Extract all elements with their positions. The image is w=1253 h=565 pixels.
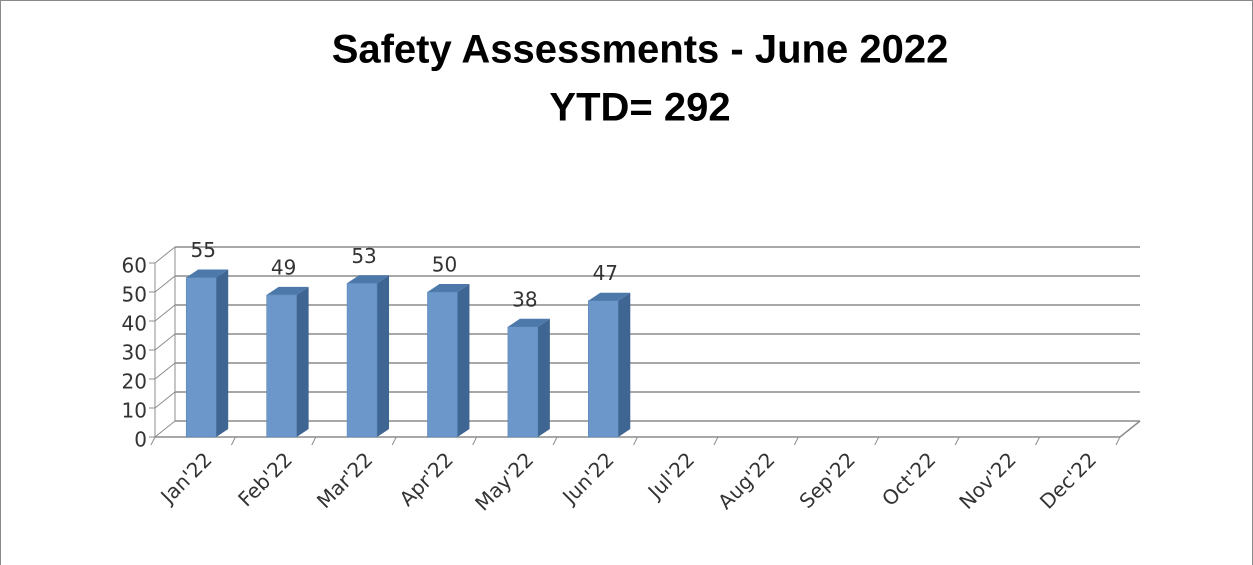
chart-subtitle: YTD= 292	[549, 86, 730, 130]
x-tick-label: Mar'22	[312, 447, 378, 513]
bar-top	[266, 286, 309, 295]
bar-front	[266, 294, 297, 438]
x-tick	[230, 436, 236, 446]
bar-top	[347, 275, 390, 284]
data-label: 55	[190, 238, 215, 262]
bar-top	[427, 284, 470, 292]
x-tick	[954, 436, 960, 446]
x-tick	[311, 436, 317, 446]
y-tick-label: 60	[122, 254, 147, 278]
bar	[588, 292, 631, 438]
grid-line-side	[154, 362, 176, 380]
bar-side	[457, 284, 470, 437]
bar-top	[507, 318, 550, 327]
grid-line-side	[154, 304, 176, 322]
x-tick	[874, 436, 880, 446]
bar	[346, 275, 390, 438]
x-tick-label: Apr'22	[395, 447, 458, 510]
bar	[266, 286, 309, 438]
x-tick-label: May'22	[470, 447, 538, 515]
grid-line-side	[154, 246, 176, 264]
y-tick-label: 40	[122, 312, 147, 336]
floor-edge	[1119, 420, 1141, 438]
bar-front	[507, 326, 539, 438]
grid-line-side	[154, 275, 176, 293]
bar-front	[185, 277, 217, 438]
data-label: 49	[271, 255, 296, 279]
bar-top	[588, 292, 631, 301]
bar-top	[186, 269, 229, 278]
bar-front	[346, 283, 378, 438]
x-tick-label: Feb'22	[233, 447, 297, 511]
x-tick-label: Dec'22	[1035, 447, 1101, 513]
x-tick-label: Jul'22	[642, 447, 699, 504]
y-tick-label: 20	[122, 370, 147, 394]
x-tick-label: Oct'22	[877, 447, 940, 510]
x-tick	[552, 436, 558, 446]
grid-line-side	[154, 420, 176, 438]
data-label: 47	[593, 261, 618, 285]
x-tick	[793, 436, 799, 446]
x-tick	[713, 436, 719, 446]
grid-line-side	[154, 333, 176, 351]
data-label: 38	[512, 287, 537, 311]
data-label: 50	[432, 253, 457, 277]
x-tick-label: Jun'22	[556, 447, 618, 509]
x-tick	[391, 436, 397, 446]
bar-front	[588, 300, 619, 438]
bar-side	[216, 269, 229, 437]
x-tick-label: Nov'22	[954, 447, 1020, 513]
x-tick	[1115, 436, 1121, 446]
x-tick-label: Aug'22	[713, 447, 779, 513]
y-tick-label: 30	[122, 341, 147, 365]
y-tick-label: 50	[122, 283, 147, 307]
bar	[507, 318, 550, 438]
bar	[185, 269, 229, 438]
x-tick-label: Jan'22	[155, 447, 217, 509]
x-tick	[150, 436, 156, 446]
y-tick-label: 10	[122, 399, 147, 423]
bar-side	[296, 286, 309, 437]
bar-side	[537, 318, 550, 437]
x-tick	[1035, 436, 1041, 446]
y-tick-label: 0	[134, 428, 147, 452]
x-tick-label: Sep'22	[794, 447, 860, 513]
bar-front	[427, 291, 458, 438]
x-tick	[472, 436, 478, 446]
bar-side	[377, 275, 390, 437]
x-tick	[633, 436, 638, 446]
bar	[427, 284, 470, 438]
grid-line-side	[154, 391, 176, 409]
bar-side	[618, 292, 631, 437]
data-label: 53	[351, 244, 376, 268]
chart-title: Safety Assessments - June 2022	[332, 28, 949, 72]
